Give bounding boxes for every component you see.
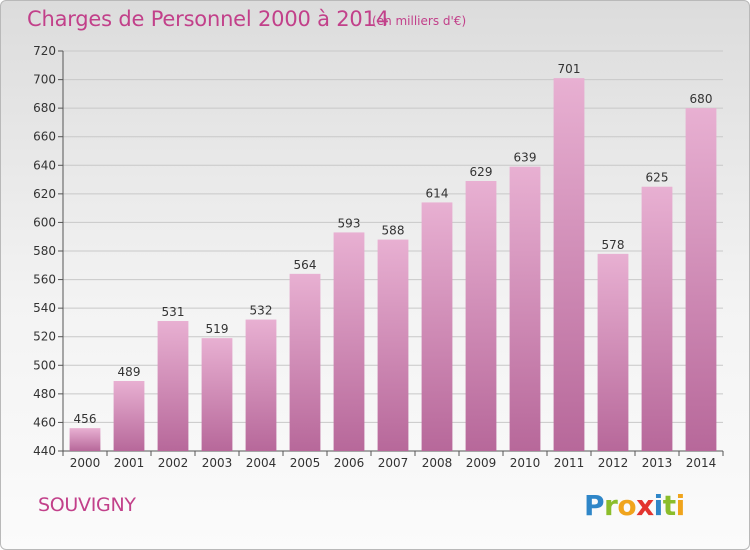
bar[interactable]: [553, 78, 585, 452]
bar[interactable]: [201, 338, 233, 451]
bar[interactable]: [421, 202, 453, 451]
y-tick-label: 700: [33, 73, 56, 87]
x-tick-label: 2009: [466, 456, 497, 470]
x-tick-label: 2014: [686, 456, 717, 470]
y-tick-label: 500: [33, 358, 56, 372]
bar[interactable]: [377, 239, 409, 451]
bar-value-label: 625: [646, 171, 669, 185]
y-tick-label: 680: [33, 101, 56, 115]
bar[interactable]: [69, 428, 101, 451]
bar-value-label: 639: [514, 151, 537, 165]
bar-value-label: 489: [118, 365, 141, 379]
y-tick-label: 460: [33, 415, 56, 429]
y-tick-label: 620: [33, 187, 56, 201]
bar-value-label: 588: [382, 224, 405, 238]
bar[interactable]: [333, 232, 365, 451]
x-tick-label: 2002: [158, 456, 189, 470]
x-tick-label: 2013: [642, 456, 673, 470]
y-tick-label: 520: [33, 330, 56, 344]
x-tick-label: 2004: [246, 456, 277, 470]
x-tick-label: 2011: [554, 456, 585, 470]
y-tick-label: 660: [33, 130, 56, 144]
x-tick-label: 2010: [510, 456, 541, 470]
x-tick-label: 2008: [422, 456, 453, 470]
bar[interactable]: [641, 186, 673, 451]
bar[interactable]: [685, 108, 717, 452]
y-tick-label: 600: [33, 215, 56, 229]
x-tick-label: 2000: [70, 456, 101, 470]
x-tick-label: 2001: [114, 456, 145, 470]
bar-value-label: 593: [338, 216, 361, 230]
bar-value-label: 519: [206, 322, 229, 336]
x-tick-label: 2006: [334, 456, 365, 470]
x-tick-label: 2007: [378, 456, 409, 470]
proxiti-logo[interactable]: Proxiti: [584, 489, 685, 522]
x-tick-label: 2003: [202, 456, 233, 470]
bar-value-label: 564: [294, 258, 317, 272]
bar[interactable]: [113, 381, 145, 451]
bar[interactable]: [289, 273, 321, 451]
bar-value-label: 629: [470, 165, 493, 179]
y-tick-label: 480: [33, 387, 56, 401]
x-tick-label: 2005: [290, 456, 321, 470]
bar-value-label: 456: [74, 412, 97, 426]
y-tick-label: 640: [33, 158, 56, 172]
bar-value-label: 680: [690, 92, 713, 106]
bar[interactable]: [509, 166, 541, 451]
chart-title: Charges de Personnel 2000 à 2014: [27, 7, 389, 31]
bar-value-label: 531: [162, 305, 185, 319]
bar-value-label: 578: [602, 238, 625, 252]
place-name: SOUVIGNY: [38, 494, 136, 516]
bar-value-label: 532: [250, 304, 273, 318]
y-tick-label: 720: [33, 44, 56, 58]
y-tick-label: 440: [33, 444, 56, 458]
y-tick-label: 580: [33, 244, 56, 258]
y-tick-label: 560: [33, 273, 56, 287]
bar[interactable]: [245, 319, 277, 451]
bar[interactable]: [157, 321, 189, 451]
chart-subtitle: (en milliers d'€): [372, 14, 467, 28]
x-tick-label: 2012: [598, 456, 629, 470]
bar-value-label: 614: [426, 186, 449, 200]
bar-value-label: 701: [558, 62, 581, 76]
bar[interactable]: [465, 181, 497, 451]
y-tick-label: 540: [33, 301, 56, 315]
bar[interactable]: [597, 253, 629, 451]
